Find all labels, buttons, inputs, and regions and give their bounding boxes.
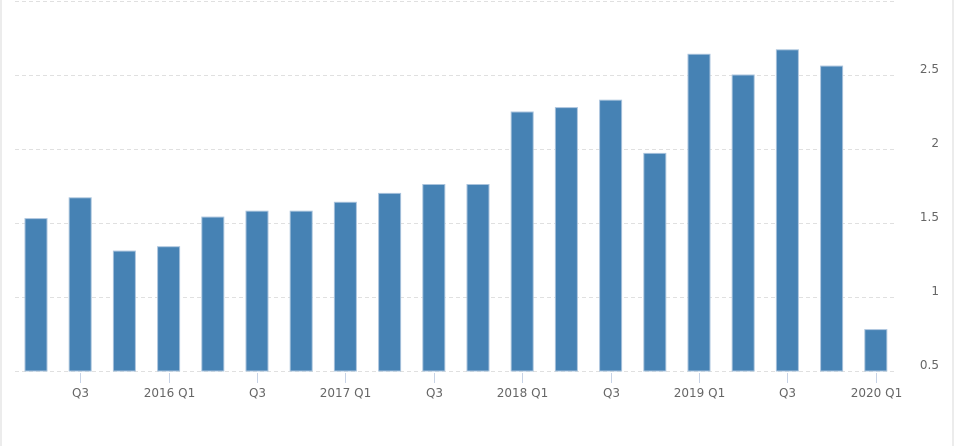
bar[interactable]: 2015 Q2: 1.53 — [24, 218, 48, 372]
bar[interactable]: 2016 Q2: 1.54 — [201, 216, 225, 372]
y-tick-label: 0.5 — [920, 358, 939, 372]
y-axis: 0.5 1 1.5 2 2.5 — [920, 62, 939, 372]
bar[interactable]: 2020 Q1: 0.78 — [864, 329, 888, 372]
x-tick-label: 2017 Q1 — [320, 386, 371, 400]
bar[interactable]: 2018 Q2: 2.28 — [554, 107, 578, 372]
bar[interactable]: 2015 Q3: 1.67 — [68, 197, 92, 372]
bar[interactable]: 2019 Q1: 2.64 — [687, 53, 711, 372]
bars: 2015 Q2: 1.53 2015 Q3: 1.67 2015 Q4: 1.31 2… — [24, 49, 888, 372]
bar[interactable]: 2017 Q1: 1.64 — [333, 201, 357, 372]
right-border — [952, 0, 954, 446]
bar[interactable]: 2017 Q3: 1.76 — [422, 184, 446, 372]
left-border — [0, 0, 2, 446]
x-tick-label: 2016 Q1 — [144, 386, 195, 400]
bar[interactable]: 2019 Q2: 2.5 — [731, 74, 755, 372]
x-tick-label: Q3 — [249, 386, 266, 400]
bar[interactable]: 2017 Q4: 1.76 — [466, 184, 490, 372]
bar[interactable]: 2016 Q1: 1.34 — [157, 246, 181, 372]
x-tick-label: 2020 Q1 — [851, 386, 902, 400]
x-tick-label: Q3 — [426, 386, 443, 400]
bar[interactable]: 2017 Q2: 1.7 — [378, 192, 402, 372]
y-tick-label: 1 — [931, 284, 939, 298]
bar[interactable]: 2015 Q4: 1.31 — [112, 250, 136, 372]
bar[interactable]: 2018 Q4: 1.97 — [643, 152, 667, 372]
x-tick-label: 2018 Q1 — [497, 386, 548, 400]
bar[interactable]: 2018 Q1: 2.25 — [510, 111, 534, 372]
bar[interactable]: 2019 Q3: 2.67 — [775, 49, 799, 372]
y-tick-label: 2 — [931, 136, 939, 150]
bar[interactable]: 2019 Q4: 2.56 — [820, 65, 844, 372]
x-tick-label: Q3 — [603, 386, 620, 400]
x-tick-label: 2019 Q1 — [674, 386, 725, 400]
y-tick-label: 1.5 — [920, 210, 939, 224]
bar[interactable]: 2018 Q3: 2.33 — [599, 99, 623, 372]
x-tick-label: Q3 — [72, 386, 89, 400]
bar[interactable]: 2016 Q3: 1.58 — [245, 210, 269, 372]
bar[interactable]: 2016 Q4: 1.58 — [289, 210, 313, 372]
x-tick-label: Q3 — [779, 386, 796, 400]
x-axis: Q3 2016 Q1 Q3 2017 Q1 Q3 2018 Q1 Q3 2019 Q1 Q3 20… — [72, 373, 902, 400]
y-tick-label: 2.5 — [920, 62, 939, 76]
gridlines — [15, 1, 895, 372]
